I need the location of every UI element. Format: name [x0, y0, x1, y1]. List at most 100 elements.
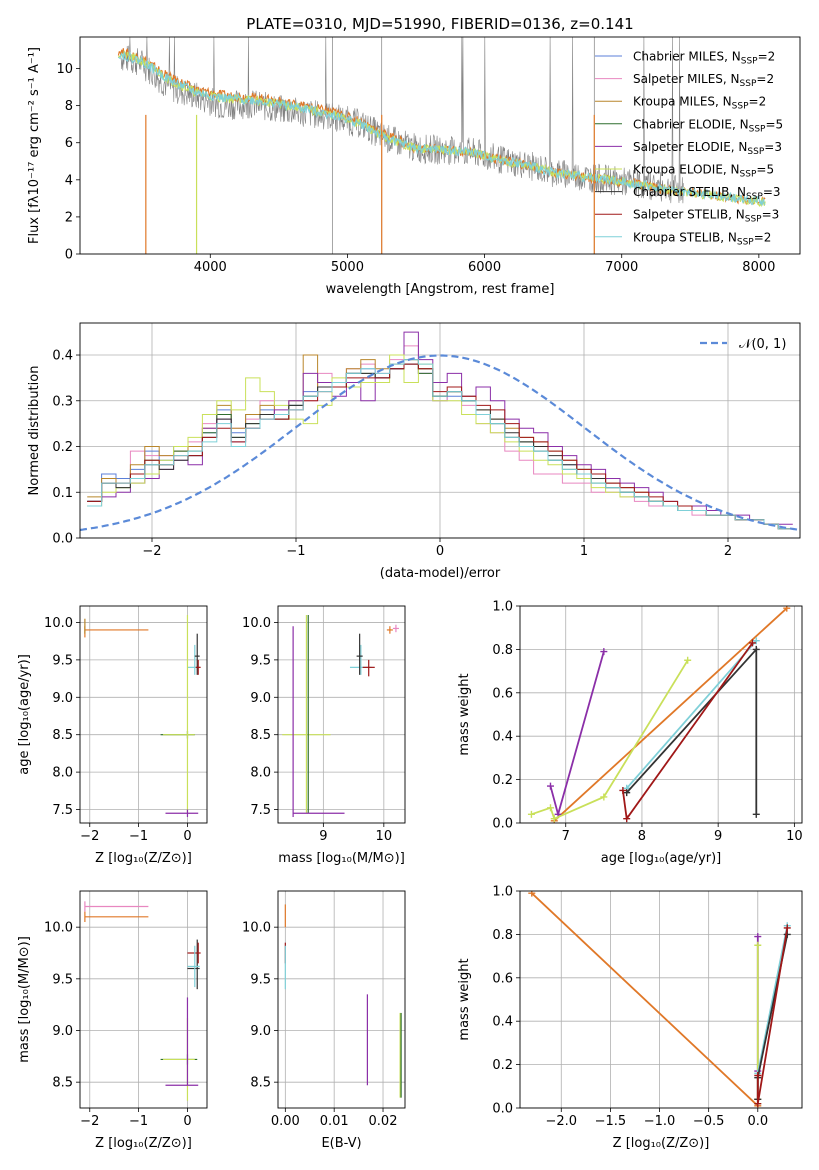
- y-tick-label: 1.0: [492, 885, 513, 900]
- x-axis-label: age [log₁₀(age/yr)]: [601, 851, 722, 866]
- weight-line-kroupa-stelib: [626, 640, 757, 789]
- y-tick-label: 10: [56, 62, 73, 77]
- legend-entry: 𝒩(0, 1): [739, 337, 786, 352]
- legend-subscript: SSP: [745, 215, 762, 225]
- weight-marker: [754, 933, 762, 941]
- y-axis-label: mass weight: [457, 958, 472, 1040]
- y-axis-label: age [log₁₀(age/yr)]: [17, 654, 32, 775]
- x-tick-label: 0.01: [320, 1114, 349, 1129]
- weight-marker: [619, 786, 627, 794]
- y-tick-label: 6: [65, 136, 73, 151]
- weight-marker: [623, 815, 631, 823]
- y-tick-label: 0.2: [492, 773, 513, 788]
- errorbar-point: [165, 997, 199, 1086]
- y-axis-label: Normed distribution: [27, 366, 42, 496]
- x-tick-label: −2: [142, 544, 161, 559]
- y-tick-label: 9.0: [52, 691, 73, 706]
- plot-area: [278, 606, 405, 823]
- y-tick-label: 0.6: [492, 686, 513, 701]
- x-tick-label: 10: [786, 829, 803, 844]
- x-tick-label: −1: [286, 544, 305, 559]
- y-tick-label: 10.0: [242, 921, 271, 936]
- x-tick-label: 8: [638, 829, 646, 844]
- legend-suffix: =3: [762, 208, 780, 222]
- x-tick-label: −1: [129, 829, 148, 844]
- legend-label: Chabrier MILES, N: [633, 50, 741, 64]
- weight-line-kroupa-stelib: [756, 925, 789, 1074]
- panel-mass-vs-ebv: 0.00 0.01 0.02 8.5 9.0 9.5 10.0 E(B-V): [242, 890, 406, 1151]
- y-tick-label: 8.5: [250, 1076, 271, 1091]
- legend-entry: Chabrier ELODIE, NSSP=5: [633, 117, 783, 134]
- axes-frame: [79, 322, 801, 539]
- panel-spectrum: 4000 5000 6000 7000 8000 0 2 4 6 8 10 wavelength [A…: [27, 36, 801, 297]
- y-tick-label: 10.0: [242, 616, 271, 631]
- legend-entry: Salpeter STELIB, NSSP=3: [633, 208, 779, 225]
- y-tick-label: 0: [65, 248, 73, 263]
- y-axis-label: mass weight: [457, 673, 472, 755]
- errorbar-point: [282, 614, 331, 814]
- x-tick-label: 0: [183, 829, 191, 844]
- legend-label: Chabrier STELIB, N: [633, 185, 746, 199]
- axes-frame: [519, 605, 803, 824]
- axes-frame: [277, 605, 406, 824]
- x-tick-label: 0: [436, 544, 444, 559]
- weight-marker: [783, 924, 791, 932]
- y-axis-label: Flux [fλ10⁻¹⁷ erg cm⁻² s⁻¹ A⁻¹]: [27, 47, 42, 244]
- y-tick-label: 0.2: [52, 440, 73, 455]
- x-tick-label: 7000: [605, 260, 638, 275]
- legend-label: Kroupa ELODIE, N: [633, 163, 740, 177]
- legend-suffix: =2: [754, 230, 772, 244]
- y-tick-label: 0.8: [492, 928, 513, 943]
- plot-area: [80, 606, 207, 823]
- y-tick-label: 9.5: [250, 653, 271, 668]
- x-tick-label: 5000: [331, 260, 364, 275]
- axes-frame: [519, 890, 803, 1109]
- y-tick-label: 8: [65, 99, 73, 114]
- x-tick-label: 10: [376, 829, 393, 844]
- axes-frame: [79, 36, 801, 255]
- legend-subscript: SSP: [747, 147, 764, 157]
- weight-line-chabrier-stelib: [626, 647, 758, 815]
- histogram-step-kroupa-stelib: [87, 359, 793, 530]
- legend-entry: Chabrier STELIB, NSSP=3: [633, 185, 781, 202]
- y-tick-label: 7.5: [52, 803, 73, 818]
- weight-marker: [527, 810, 535, 818]
- y-tick-label: 8.5: [52, 728, 73, 743]
- legend-subscript: SSP: [740, 170, 757, 180]
- legend-label: Salpeter STELIB, N: [633, 208, 745, 222]
- weight-marker: [783, 606, 791, 612]
- panel-age-vs-Z: −2 −1 0 7.5 8.0 8.5 9.0 9.5 10.0 Z [log₁₀(Z/Z⊙)] a…: [17, 605, 208, 866]
- weight-line-kroupa-elodie: [531, 659, 689, 820]
- y-tick-label: 2: [65, 210, 73, 225]
- x-axis-label: E(B-V): [321, 1136, 361, 1151]
- x-tick-label: 1: [580, 544, 588, 559]
- legend-suffix: =2: [749, 95, 767, 109]
- x-axis-label: wavelength [Angstrom, rest frame]: [326, 282, 555, 297]
- weight-marker: [600, 793, 608, 801]
- y-tick-label: 0.6: [492, 971, 513, 986]
- x-tick-label: −1: [129, 1114, 148, 1129]
- panel-age-vs-mass: 9 10 7.5 8.0 8.5 9.0 9.5 10.0 mass [log₁₀(M/M⊙)]: [242, 605, 406, 866]
- y-tick-label: 10.0: [44, 616, 73, 631]
- x-tick-label: −1.5: [595, 1114, 627, 1129]
- y-tick-label: 9.5: [52, 653, 73, 668]
- errorbar-point: [187, 942, 201, 964]
- figure-title: PLATE=0310, MJD=51990, FIBERID=0136, z=0…: [246, 15, 633, 33]
- y-tick-label: 7.5: [250, 803, 271, 818]
- weight-marker: [546, 804, 554, 812]
- x-tick-label: 0.02: [369, 1114, 398, 1129]
- panel-weight-vs-Z: −2.0 −1.5 −1.0 −0.5 0.0 0.0 0.2 0.4 0.6 0.8 1.0 Z […: [457, 885, 803, 1151]
- y-tick-label: 0.1: [52, 486, 73, 501]
- weight-line-kroupa-miles: [531, 892, 759, 1107]
- x-axis-label: Z [log₁₀(Z/Z⊙)]: [613, 1136, 710, 1151]
- x-tick-label: −1.0: [644, 1114, 676, 1129]
- weight-marker: [754, 1071, 762, 1079]
- errorbar-point: [84, 911, 149, 922]
- y-tick-label: 0.2: [492, 1058, 513, 1073]
- y-tick-label: 10.0: [44, 921, 73, 936]
- errorbar-point: [84, 901, 149, 912]
- plot-area: [278, 891, 405, 1108]
- legend-label: Kroupa STELIB, N: [633, 230, 737, 244]
- x-tick-label: 9: [319, 829, 327, 844]
